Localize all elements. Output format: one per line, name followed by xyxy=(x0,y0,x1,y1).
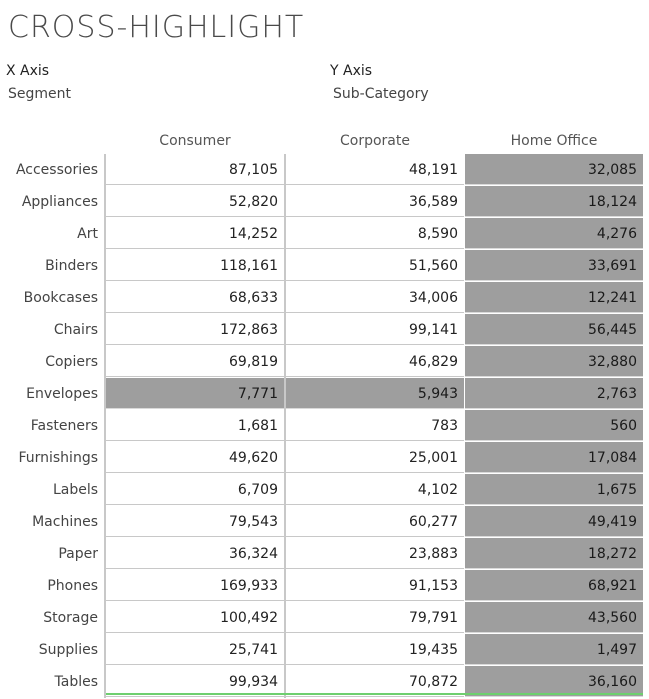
table-cell[interactable]: 172,863 xyxy=(106,314,284,345)
table-cell[interactable]: 4,102 xyxy=(286,474,464,505)
table-row: Bookcases 68,633 34,006 12,241 xyxy=(0,282,649,314)
table-cell[interactable]: 118,161 xyxy=(106,250,284,281)
table-row: Storage 100,492 79,791 43,560 xyxy=(0,602,649,634)
row-header[interactable]: Fasteners xyxy=(30,418,98,434)
table-cell[interactable]: 560 xyxy=(465,410,643,441)
table-cell[interactable]: 1,675 xyxy=(465,474,643,505)
table-cell[interactable]: 36,324 xyxy=(106,538,284,569)
selection-indicator-line xyxy=(106,693,643,695)
table-cell[interactable]: 783 xyxy=(286,410,464,441)
table-cell[interactable]: 100,492 xyxy=(106,602,284,633)
table-cell[interactable]: 6,709 xyxy=(106,474,284,505)
table-cell[interactable]: 69,819 xyxy=(106,346,284,377)
table-cell[interactable]: 25,001 xyxy=(286,442,464,473)
row-header[interactable]: Storage xyxy=(43,610,98,626)
table-cell[interactable]: 49,620 xyxy=(106,442,284,473)
table-cell[interactable]: 4,276 xyxy=(465,218,643,249)
table-row: Furnishings 49,620 25,001 17,084 xyxy=(0,442,649,474)
table-cell[interactable]: 43,560 xyxy=(465,602,643,633)
table-cell[interactable]: 36,160 xyxy=(465,666,643,697)
x-axis-label: X Axis xyxy=(6,63,50,79)
table-cell[interactable]: 25,741 xyxy=(106,634,284,665)
row-header[interactable]: Machines xyxy=(32,514,98,530)
table-cell[interactable]: 87,105 xyxy=(106,154,284,185)
row-header[interactable]: Appliances xyxy=(21,194,98,210)
table-cell[interactable]: 36,589 xyxy=(286,186,464,217)
table-cell[interactable]: 34,006 xyxy=(286,282,464,313)
table-cell[interactable]: 99,141 xyxy=(286,314,464,345)
table-cell[interactable]: 79,791 xyxy=(286,602,464,633)
table-row: Envelopes 7,771 5,943 2,763 xyxy=(0,378,649,410)
row-header[interactable]: Tables xyxy=(54,674,99,690)
table-cell[interactable]: 70,872 xyxy=(286,666,464,697)
table-cell[interactable]: 1,681 xyxy=(106,410,284,441)
table-cell[interactable]: 68,633 xyxy=(106,282,284,313)
table-cell[interactable]: 14,252 xyxy=(106,218,284,249)
table-cell[interactable]: 19,435 xyxy=(286,634,464,665)
table-cell[interactable]: 91,153 xyxy=(286,570,464,601)
table-cell[interactable]: 8,590 xyxy=(286,218,464,249)
table-cell[interactable]: 52,820 xyxy=(106,186,284,217)
table-cell[interactable]: 12,241 xyxy=(465,282,643,313)
column-header-home-office[interactable]: Home Office xyxy=(510,133,598,149)
row-header[interactable]: Phones xyxy=(47,578,98,594)
row-header[interactable]: Furnishings xyxy=(18,450,98,466)
table-row: Supplies 25,741 19,435 1,497 xyxy=(0,634,649,666)
row-header[interactable]: Bookcases xyxy=(23,290,98,306)
table-cell[interactable]: 18,272 xyxy=(465,538,643,569)
table-cell[interactable]: 23,883 xyxy=(286,538,464,569)
table-row: Appliances 52,820 36,589 18,124 xyxy=(0,186,649,218)
table-row: Tables 99,934 70,872 36,160 xyxy=(0,666,649,698)
table-row: Machines 79,543 60,277 49,419 xyxy=(0,506,649,538)
row-header[interactable]: Art xyxy=(77,226,98,242)
page-title: CROSS-HIGHLIGHT xyxy=(8,10,305,45)
table-cell[interactable]: 99,934 xyxy=(106,666,284,697)
x-axis-value[interactable]: Segment xyxy=(8,86,71,102)
row-header[interactable]: Labels xyxy=(52,482,98,498)
table-row: Fasteners 1,681 783 560 xyxy=(0,410,649,442)
table-cell[interactable]: 51,560 xyxy=(286,250,464,281)
table-cell[interactable]: 17,084 xyxy=(465,442,643,473)
table-cell[interactable]: 5,943 xyxy=(286,378,464,409)
table-cell[interactable]: 32,880 xyxy=(465,346,643,377)
table-row: Labels 6,709 4,102 1,675 xyxy=(0,474,649,506)
table-row: Binders 118,161 51,560 33,691 xyxy=(0,250,649,282)
table-row: Art 14,252 8,590 4,276 xyxy=(0,218,649,250)
table-row: Paper 36,324 23,883 18,272 xyxy=(0,538,649,570)
row-header[interactable]: Supplies xyxy=(38,642,98,658)
row-header[interactable]: Paper xyxy=(58,546,98,562)
table-cell[interactable]: 169,933 xyxy=(106,570,284,601)
row-header[interactable]: Accessories xyxy=(15,162,98,178)
table-cell[interactable]: 2,763 xyxy=(465,378,643,409)
table-cell[interactable]: 33,691 xyxy=(465,250,643,281)
column-header-consumer[interactable]: Consumer xyxy=(159,133,231,149)
table-cell[interactable]: 60,277 xyxy=(286,506,464,537)
table-cell[interactable]: 79,543 xyxy=(106,506,284,537)
row-header[interactable]: Binders xyxy=(45,258,98,274)
table-cell[interactable]: 18,124 xyxy=(465,186,643,217)
table-row: Phones 169,933 91,153 68,921 xyxy=(0,570,649,602)
table-row: Copiers 69,819 46,829 32,880 xyxy=(0,346,649,378)
y-axis-value[interactable]: Sub-Category xyxy=(333,86,429,102)
table-row: Chairs 172,863 99,141 56,445 xyxy=(0,314,649,346)
table-cell[interactable]: 68,921 xyxy=(465,570,643,601)
table-cell[interactable]: 46,829 xyxy=(286,346,464,377)
table-cell[interactable]: 49,419 xyxy=(465,506,643,537)
y-axis-label: Y Axis xyxy=(330,63,373,79)
table-cell[interactable]: 7,771 xyxy=(106,378,284,409)
row-header[interactable]: Copiers xyxy=(45,354,98,370)
table-cell[interactable]: 1,497 xyxy=(465,634,643,665)
column-divider xyxy=(104,154,106,698)
table-cell[interactable]: 32,085 xyxy=(465,154,643,185)
table-cell[interactable]: 48,191 xyxy=(286,154,464,185)
row-header[interactable]: Chairs xyxy=(53,322,98,338)
column-divider xyxy=(284,154,286,698)
row-header[interactable]: Envelopes xyxy=(26,386,98,402)
column-header-corporate[interactable]: Corporate xyxy=(340,133,410,149)
table-cell[interactable]: 56,445 xyxy=(465,314,643,345)
table-row: Accessories 87,105 48,191 32,085 xyxy=(0,154,649,186)
